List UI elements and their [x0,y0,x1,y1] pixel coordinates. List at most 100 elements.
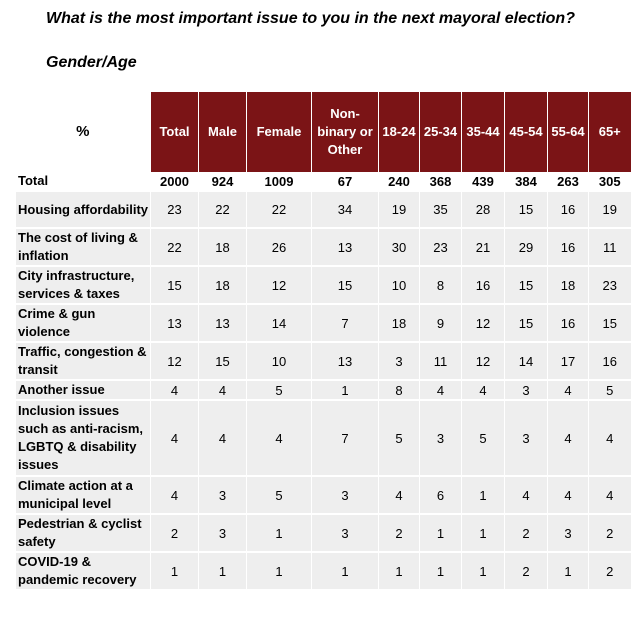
cell: 35 [419,191,462,229]
cell: 13 [150,304,199,343]
cell: 22 [198,191,247,229]
row-label: Pedestrian & cyclist safety [15,514,151,553]
cell: 18 [198,266,247,305]
table-row: Total 2000 924 1009 67 240 368 439 384 263 305 [15,172,631,192]
cell: 2 [504,514,548,553]
cell: 16 [547,304,589,343]
cell: 23 [150,191,199,229]
cell: 4 [547,476,589,515]
table-row: Pedestrian & cyclist safety 2 3 1 3 2 1 1 2 3 2 [15,514,631,553]
cell: 12 [246,266,312,305]
cell: 13 [311,228,379,267]
cell: 18 [378,304,420,343]
cell: 1 [311,380,379,401]
cell: 1 [547,552,589,591]
column-header: 65+ [588,92,631,172]
cell: 8 [378,380,420,401]
cell: 4 [547,380,589,401]
cell: 23 [588,266,631,305]
cell: 4 [461,380,505,401]
cell: 2 [588,552,631,591]
cell: 3 [311,476,379,515]
cell: 21 [461,228,505,267]
column-header: Total [150,92,199,172]
cell: 3 [311,514,379,553]
cell: 1 [419,552,462,591]
cell: 4 [419,380,462,401]
subtitle: Gender/Age [46,54,137,71]
table-row: COVID-19 & pandemic recovery 1 1 1 1 1 1 1 2 1 2 [15,552,631,591]
cell: 4 [150,400,199,477]
column-header: Male [198,92,247,172]
cell: 4 [588,476,631,515]
row-label: COVID-19 & pandemic recovery [15,552,151,591]
cell: 924 [198,172,247,192]
cell: 3 [504,380,548,401]
cell: 439 [461,172,505,192]
cell: 4 [198,380,247,401]
table-row: Climate action at a municipal level 4 3 5 3 4… [15,476,631,515]
cell: 19 [588,191,631,229]
cell: 30 [378,228,420,267]
row-label: Crime & gun violence [15,304,151,343]
cell: 3 [504,400,548,477]
table-row: Housing affordability 23 22 22 34 19 35 28 15 16 1… [15,191,631,229]
cell: 10 [246,342,312,381]
cell: 18 [547,266,589,305]
cell: 23 [419,228,462,267]
cell: 10 [378,266,420,305]
title: What is the most important issue to you … [46,10,575,27]
cell: 7 [311,304,379,343]
cell: 305 [588,172,631,192]
cell: 12 [461,342,505,381]
cell: 4 [588,400,631,477]
cell: 7 [311,400,379,477]
cell: 2 [150,514,199,553]
cell: 4 [150,380,199,401]
header-row: % Total Male Female Non-binary or Other 18-24… [15,92,631,172]
cell: 368 [419,172,462,192]
cell: 14 [246,304,312,343]
cell: 18 [198,228,247,267]
cell: 28 [461,191,505,229]
row-label: Total [15,172,151,192]
cell: 15 [504,266,548,305]
cell: 384 [504,172,548,192]
cell: 1 [198,552,247,591]
cell: 1 [246,552,312,591]
cell: 1 [311,552,379,591]
cell: 240 [378,172,420,192]
row-label: Climate action at a municipal level [15,476,151,515]
cell: 15 [504,304,548,343]
column-header: 35-44 [461,92,505,172]
cell: 13 [198,304,247,343]
cell: 4 [378,476,420,515]
cell: 4 [198,400,247,477]
cell: 1 [461,476,505,515]
cell: 3 [547,514,589,553]
cell: 15 [150,266,199,305]
cell: 1 [461,514,505,553]
row-label: Another issue [15,380,151,401]
column-header: 18-24 [378,92,420,172]
cell: 3 [198,514,247,553]
table-row: Inclusion issues such as anti-racism, LG… [15,400,631,477]
cell: 15 [504,191,548,229]
cell: 4 [504,476,548,515]
cell: 15 [198,342,247,381]
cell: 16 [588,342,631,381]
table-row: Traffic, congestion & transit 12 15 10 13 3 11… [15,342,631,381]
cell: 12 [461,304,505,343]
cell: 3 [419,400,462,477]
cell: 1 [150,552,199,591]
cell: 5 [246,380,312,401]
cell: 9 [419,304,462,343]
cell: 1009 [246,172,312,192]
column-header: Non-binary or Other [311,92,379,172]
cell: 34 [311,191,379,229]
cell: 1 [419,514,462,553]
row-label: Housing affordability [15,191,151,229]
cell: 1 [378,552,420,591]
cell: 5 [461,400,505,477]
